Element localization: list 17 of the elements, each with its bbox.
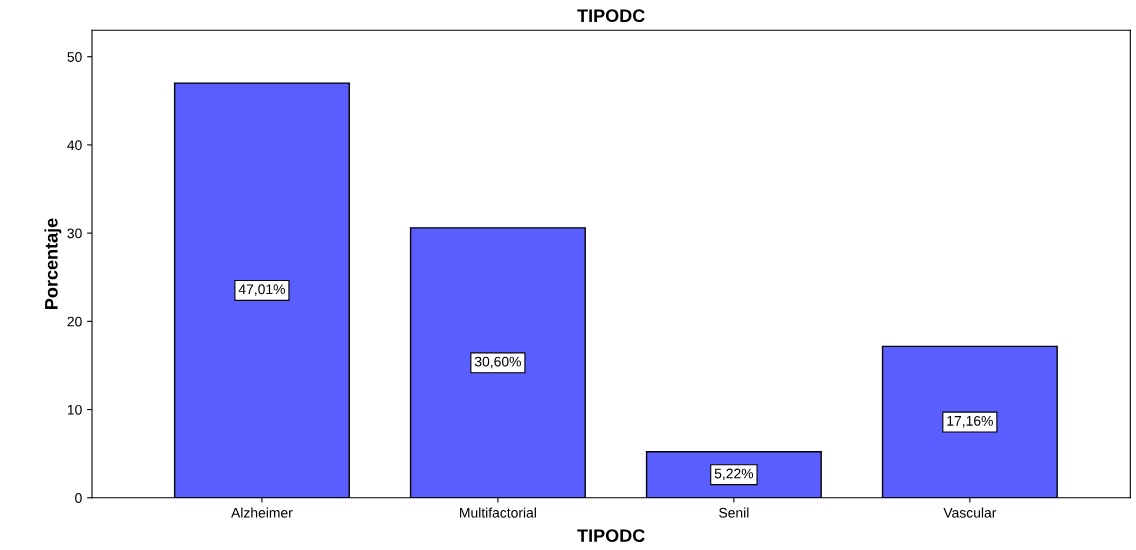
- x-tick-label: Alzheimer: [231, 507, 293, 518]
- data-label: 5,22%: [714, 468, 754, 481]
- y-tick-label: 30: [67, 228, 82, 239]
- data-label: 30,60%: [474, 356, 521, 369]
- y-axis-title: Porcentaje: [44, 218, 62, 309]
- x-tick-label: Senil: [719, 507, 749, 518]
- x-tick-label: Multifactorial: [460, 507, 536, 518]
- x-tick-label: Vascular: [943, 507, 997, 518]
- y-tick-label: 40: [67, 140, 82, 151]
- data-label: 47,01%: [238, 284, 285, 296]
- y-tick-label: 0: [75, 493, 82, 503]
- chart-title: TIPODC: [577, 9, 645, 23]
- data-label: 17,16%: [947, 415, 993, 428]
- x-axis-title: TIPODC: [577, 529, 645, 543]
- y-tick-label: 10: [67, 404, 82, 415]
- y-tick-label: 20: [67, 316, 82, 327]
- y-tick-label: 50: [67, 52, 82, 62]
